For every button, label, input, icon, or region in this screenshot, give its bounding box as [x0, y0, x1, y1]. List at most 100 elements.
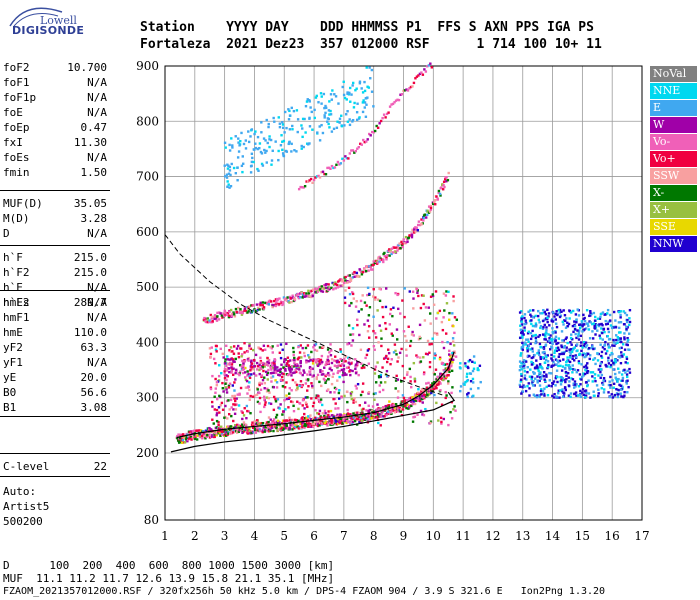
echo-point	[555, 369, 559, 372]
echo-point	[244, 139, 248, 142]
echo-point	[249, 394, 252, 398]
echo-point	[228, 370, 231, 374]
echo-point	[386, 406, 390, 409]
echo-point	[336, 413, 339, 417]
echo-point	[444, 294, 448, 297]
echo-point	[526, 332, 530, 335]
echo-point	[356, 147, 359, 150]
echo-point	[353, 275, 356, 278]
echo-point	[408, 87, 411, 90]
echo-point	[241, 417, 244, 421]
echo-point	[337, 397, 341, 400]
muf-row: MUF 11.1 11.2 11.7 12.6 13.9 15.8 21.1 3…	[3, 572, 335, 585]
echo-point	[625, 327, 628, 331]
echo-point	[435, 401, 438, 405]
echo-point	[244, 147, 248, 150]
echo-point	[235, 311, 239, 314]
echo-point	[334, 418, 337, 422]
echo-point	[565, 349, 568, 352]
echo-point	[258, 396, 262, 400]
echo-point	[622, 323, 626, 326]
echo-point	[306, 405, 309, 409]
echo-point	[177, 440, 181, 444]
echo-point	[578, 393, 582, 397]
echo-point	[332, 166, 335, 170]
echo-point	[604, 313, 608, 316]
echo-point	[179, 436, 182, 440]
echo-point	[356, 382, 360, 386]
echo-point	[264, 301, 267, 305]
echo-point	[628, 371, 632, 374]
echo-point	[519, 324, 522, 327]
echo-point	[307, 422, 310, 425]
echo-point	[312, 401, 316, 405]
echo-point	[241, 423, 244, 426]
echo-point	[562, 395, 565, 398]
echo-point	[267, 125, 270, 129]
echo-point	[241, 155, 244, 158]
echo-point	[612, 326, 615, 329]
echo-point	[573, 359, 576, 362]
param-key: B1	[3, 401, 17, 414]
echo-point	[252, 431, 256, 434]
echo-point	[214, 362, 217, 365]
echo-point	[598, 334, 601, 337]
echo-point	[383, 255, 387, 258]
echo-point	[578, 326, 582, 330]
echo-point	[333, 359, 336, 362]
echo-point	[234, 371, 237, 375]
echo-point	[336, 379, 339, 382]
echo-point	[606, 308, 610, 312]
echo-point	[595, 384, 599, 387]
echo-point	[603, 330, 606, 334]
echo-point	[348, 357, 351, 361]
echo-point	[548, 379, 551, 382]
echo-point	[336, 160, 340, 164]
echo-point	[295, 422, 298, 426]
echo-point	[384, 356, 387, 359]
echo-point	[335, 361, 339, 364]
echo-point	[531, 316, 535, 319]
echo-point	[310, 418, 314, 422]
param-row: foEs N/A	[3, 150, 107, 165]
echo-point	[561, 320, 564, 324]
echo-point	[261, 366, 264, 369]
echo-point	[581, 330, 584, 333]
echo-point	[243, 376, 247, 379]
echo-point	[409, 85, 413, 89]
echo-point	[453, 405, 456, 408]
echo-point	[229, 361, 232, 365]
param-value: 215.0	[73, 251, 107, 264]
echo-point	[337, 422, 340, 425]
echo-point	[192, 435, 195, 439]
echo-point	[315, 358, 318, 361]
echo-point	[272, 386, 276, 389]
echo-point	[208, 319, 211, 322]
echo-point	[275, 426, 278, 430]
echo-point	[347, 324, 351, 327]
echo-point	[440, 186, 443, 189]
echo-point	[557, 348, 561, 352]
echo-point	[467, 360, 470, 363]
echo-point	[529, 348, 532, 351]
echo-point	[298, 356, 301, 359]
echo-point	[298, 368, 301, 371]
echo-point	[530, 322, 533, 326]
echo-point	[313, 344, 316, 347]
echo-point	[610, 393, 613, 396]
echo-point	[573, 327, 577, 331]
echo-point	[285, 342, 288, 346]
echo-point	[558, 311, 562, 314]
echo-point	[558, 315, 562, 319]
echo-point	[334, 402, 337, 405]
echo-point	[257, 346, 260, 349]
echo-point	[370, 268, 373, 271]
echo-point	[452, 408, 455, 411]
echo-point	[597, 374, 600, 377]
echo-point	[320, 354, 324, 358]
echo-point	[348, 86, 352, 90]
echo-point	[189, 435, 193, 438]
echo-point	[273, 364, 276, 367]
echo-point	[424, 306, 428, 309]
echo-point	[448, 318, 451, 321]
